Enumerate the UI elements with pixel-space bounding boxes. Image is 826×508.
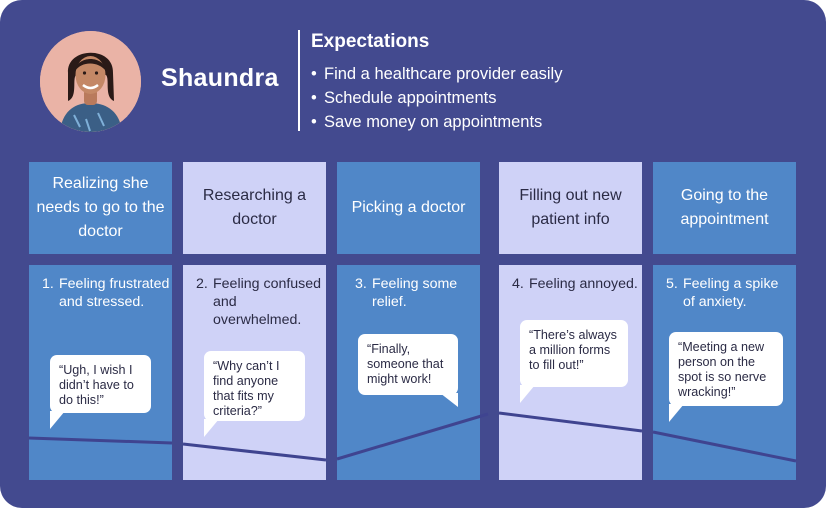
stage-number: 4. xyxy=(512,276,524,292)
stage-number: 5. xyxy=(666,276,678,292)
expectations-heading: Expectations xyxy=(311,31,430,52)
quote-text: “Meeting a new person on the spot is so … xyxy=(678,340,767,399)
stage-number: 1. xyxy=(42,276,54,292)
stage-4-quote-bubble: “There’s always a million forms to fill … xyxy=(520,320,628,387)
feeling-text: Feeling frustrated and stressed. xyxy=(59,276,170,310)
stage-4-title: Filling out new patient info xyxy=(499,162,642,254)
quote-text: “Ugh, I wish I didn’t have to do this!” xyxy=(59,363,134,407)
expectation-item: • Find a healthcare provider easily xyxy=(311,62,562,86)
stage-1-quote-bubble: “Ugh, I wish I didn’t have to do this!” xyxy=(50,355,151,413)
persona-name: Shaundra xyxy=(161,64,279,92)
quote-text: “Finally, someone that might work! xyxy=(367,342,444,386)
stage-4-feeling: 4. Feeling annoyed. xyxy=(512,275,640,293)
expectations-list: • Find a healthcare provider easily • Sche… xyxy=(311,62,562,134)
bullet-icon: • xyxy=(311,89,317,107)
bullet-icon: • xyxy=(311,113,317,131)
feeling-text: Feeling confused and overwhelmed. xyxy=(213,276,322,328)
stage-number: 3. xyxy=(355,276,367,292)
stage-number: 2. xyxy=(196,276,208,292)
stage-2-quote-bubble: “Why can’t I find anyone that fits my cr… xyxy=(204,351,305,421)
stage-1-title: Realizing she needs to go to the doctor xyxy=(29,162,172,254)
feeling-text: Feeling a spike of anxiety. xyxy=(683,276,779,310)
stage-5-feeling: 5. Feeling a spike of anxiety. xyxy=(666,275,794,311)
quote-text: “There’s always a million forms to fill … xyxy=(529,328,617,372)
stage-3-feeling: 3. Feeling some relief. xyxy=(355,275,483,311)
stage-5-bubble-tail xyxy=(669,404,684,422)
expectation-item: • Save money on appointments xyxy=(311,110,562,134)
stage-1-feeling: 1. Feeling frustrated and stressed. xyxy=(42,275,170,311)
stage-3-bubble-tail xyxy=(440,393,458,407)
stage-3-quote-bubble: “Finally, someone that might work! xyxy=(358,334,458,395)
expectation-item: • Schedule appointments xyxy=(311,86,562,110)
stage-2-feeling: 2. Feeling confused and overwhelmed. xyxy=(196,275,324,329)
expectation-text: Save money on appointments xyxy=(324,113,543,131)
stage-4-bubble-tail xyxy=(520,385,535,403)
quote-text: “Why can’t I find anyone that fits my cr… xyxy=(213,359,280,418)
stage-2-bubble-tail xyxy=(204,419,219,437)
feeling-text: Feeling annoyed. xyxy=(529,276,638,292)
stage-2-title: Researching a doctor xyxy=(183,162,326,254)
expectation-text: Find a healthcare provider easily xyxy=(324,65,563,83)
stage-3-title: Picking a doctor xyxy=(337,162,480,254)
stage-5-quote-bubble: “Meeting a new person on the spot is so … xyxy=(669,332,783,406)
stage-5-title: Going to the appointment xyxy=(653,162,796,254)
stage-1-bubble-tail xyxy=(50,411,65,429)
expectation-text: Schedule appointments xyxy=(324,89,497,107)
persona-avatar xyxy=(40,31,141,132)
bullet-icon: • xyxy=(311,65,317,83)
feeling-text: Feeling some relief. xyxy=(372,276,458,310)
header-divider xyxy=(298,30,300,131)
